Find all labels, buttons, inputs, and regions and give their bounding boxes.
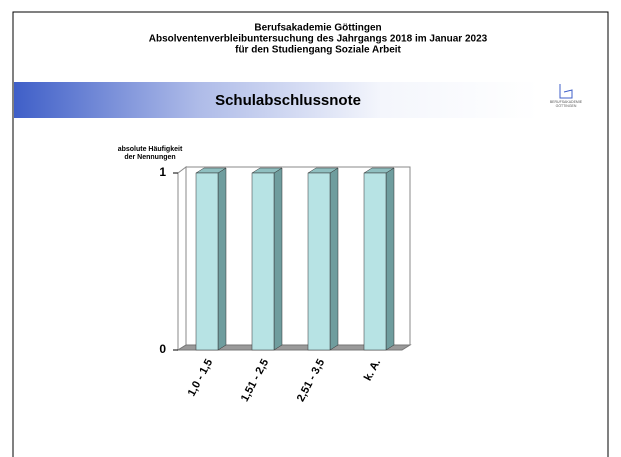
y-tick-label: 1 <box>159 165 166 179</box>
bar-side <box>217 167 227 351</box>
bar-side <box>273 167 283 351</box>
title-line: für den Studiengang Soziale Arbeit <box>235 45 401 56</box>
bar-front <box>307 172 331 351</box>
y-tick-label: 0 <box>159 342 166 356</box>
y-axis-label: der Nennungen <box>124 154 175 161</box>
bar-front <box>251 172 275 351</box>
bar-side <box>329 167 339 351</box>
bar <box>307 167 339 351</box>
title-line: Absolventenverbleibuntersuchung des Jahr… <box>149 34 488 45</box>
bar <box>195 167 227 351</box>
y-axis-label: absolute Häufigkeit <box>118 146 183 153</box>
logo-text: BERUFSAKADEMIE <box>550 100 583 104</box>
bar-side <box>385 167 395 351</box>
logo <box>559 84 573 99</box>
subtitle: Schulabschlussnote <box>215 92 361 109</box>
logo-mark <box>559 84 573 99</box>
title-line: Berufsakademie Göttingen <box>254 23 381 34</box>
side-wall <box>177 166 187 351</box>
bar <box>251 167 283 351</box>
bar-front <box>195 172 219 351</box>
bar <box>363 167 395 351</box>
bar-front <box>363 172 387 351</box>
header-band <box>14 82 539 118</box>
logo-text: GÖTTINGEN <box>556 104 577 108</box>
